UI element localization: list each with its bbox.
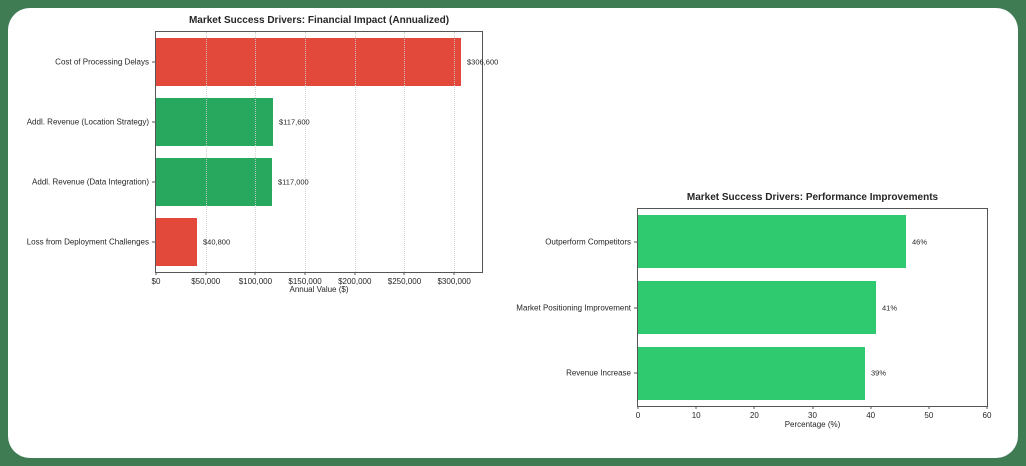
x-tick xyxy=(205,272,207,275)
x-tick xyxy=(695,406,697,409)
chart-title: Market Success Drivers: Financial Impact… xyxy=(188,15,450,26)
x-tick xyxy=(812,406,813,409)
plot-area: 46% Outperform Competitors 41% Market Posit… xyxy=(516,208,991,420)
x-tick-label: 50 xyxy=(924,411,934,420)
x-tick-label: $150,000 xyxy=(288,277,322,286)
y-tick xyxy=(152,121,156,123)
bar-market-positioning-improvement xyxy=(638,281,876,334)
x-tick-label: 40 xyxy=(866,411,876,420)
category-label-loss-from-deployment-challenges: Loss from Deployment Challenges xyxy=(26,237,149,247)
bar-addl-revenue-data-integration xyxy=(156,158,272,206)
category-label-outperform-competitors: Outperform Competitors xyxy=(545,237,631,247)
gridline xyxy=(305,32,307,272)
bar-addl-revenue-location-strategy xyxy=(156,98,273,146)
x-tick xyxy=(453,272,455,275)
x-tick xyxy=(753,406,755,409)
bar-value-label: $117,000 xyxy=(278,177,309,187)
y-tick xyxy=(152,181,156,183)
x-tick xyxy=(254,272,256,275)
bar-value-label: 41% xyxy=(882,303,898,312)
y-tick xyxy=(634,372,638,374)
bar-loss-from-deployment-challenges xyxy=(156,218,197,266)
gridline xyxy=(454,32,456,272)
bar-value-label: $306,600 xyxy=(467,57,499,67)
y-tick xyxy=(634,307,638,308)
x-tick xyxy=(354,272,356,275)
x-tick xyxy=(403,272,405,275)
x-tick-label: 30 xyxy=(808,411,817,420)
bar-value-label: 39% xyxy=(871,368,887,378)
x-axis-label: Percentage (%) xyxy=(784,420,841,429)
x-tick xyxy=(637,406,639,409)
x-tick-label: $50,000 xyxy=(191,277,221,286)
gridline xyxy=(354,32,356,272)
gridline xyxy=(404,32,406,272)
x-tick xyxy=(986,406,988,409)
category-label-addl-revenue-location-strategy: Addl. Revenue (Location Strategy) xyxy=(26,117,149,127)
category-label-market-positioning-improvement: Market Positioning Improvement xyxy=(516,303,631,312)
x-axis-label: Annual Value ($) xyxy=(289,285,349,294)
gridline xyxy=(255,32,257,272)
x-tick-label: $200,000 xyxy=(338,277,372,286)
y-tick xyxy=(634,241,638,243)
x-tick-label: 0 xyxy=(635,411,641,420)
category-label-revenue-increase: Revenue Increase xyxy=(566,368,631,378)
category-label-addl-revenue-data-integration: Addl. Revenue (Data Integration) xyxy=(32,177,149,187)
x-tick-label: $300,000 xyxy=(437,277,471,286)
x-tick-label: 20 xyxy=(749,411,759,420)
bar-revenue-increase xyxy=(638,347,865,400)
x-tick xyxy=(155,272,157,275)
x-tick-label: $0 xyxy=(151,277,161,286)
x-tick xyxy=(304,272,306,275)
x-tick-label: $250,000 xyxy=(387,277,422,286)
gridline xyxy=(205,32,207,272)
x-tick xyxy=(870,406,872,409)
y-tick xyxy=(152,61,156,63)
plot-area: $306,600 Cost of Processing Delays $117,60… xyxy=(27,31,498,286)
y-tick xyxy=(152,241,156,243)
x-tick-label: 60 xyxy=(982,411,992,420)
bar-value-label: $40,800 xyxy=(203,237,231,247)
bar-value-label: 46% xyxy=(912,237,928,247)
category-label-cost-of-processing-delays: Cost of Processing Delays xyxy=(55,57,149,67)
x-tick xyxy=(928,406,930,409)
bar-outperform-competitors xyxy=(638,215,906,268)
x-tick-label: $100,000 xyxy=(238,277,273,286)
bar-cost-of-processing-delays xyxy=(156,38,461,86)
x-tick-label: 10 xyxy=(691,411,701,420)
bar-value-label: $117,600 xyxy=(279,117,310,127)
chart-title: Market Success Drivers: Performance Impr… xyxy=(686,192,939,203)
